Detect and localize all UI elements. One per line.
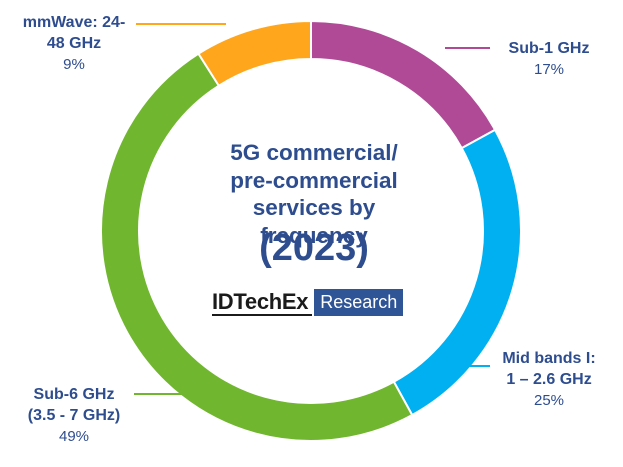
chart-year: (2023) <box>259 227 369 269</box>
chart-title-line2: pre-commercial <box>230 167 398 193</box>
chart-title-line1: 5G commercial/ <box>230 140 398 165</box>
label-mmwave-pct: 9% <box>63 56 85 73</box>
label-sub6: Sub-6 GHz (3.5 - 7 GHz) 49% <box>14 384 134 447</box>
chart-title-line3: services by frequency <box>252 195 376 248</box>
donut-slice-0 <box>310 19 497 150</box>
label-sub6-line2: (3.5 - 7 GHz) <box>27 407 121 424</box>
label-sub1-name: Sub-1 GHz <box>508 40 590 57</box>
label-midbands-line1: Mid bands I: <box>502 350 596 367</box>
label-midbands-line2: 1 – 2.6 GHz <box>506 371 592 388</box>
donut-slice-3 <box>197 19 312 88</box>
label-sub1-pct: 17% <box>533 61 565 78</box>
label-midbands: Mid bands I: 1 – 2.6 GHz 25% <box>492 348 606 411</box>
donut-slice-2 <box>100 52 414 442</box>
chart-title: 5G commercial/ pre-commercial services b… <box>196 139 432 249</box>
label-midbands-pct: 25% <box>533 392 565 409</box>
label-mmwave-line1: mmWave: 24- <box>22 14 126 31</box>
label-sub1: Sub-1 GHz 17% <box>492 38 606 80</box>
label-mmwave-line2: 48 GHz <box>46 35 102 52</box>
label-sub6-pct: 49% <box>58 428 90 445</box>
brand-logo: IDTechEx Research <box>212 289 404 316</box>
brand-tag: Research <box>314 289 404 316</box>
label-mmwave: mmWave: 24- 48 GHz 9% <box>18 12 130 75</box>
brand-name: IDTechEx <box>212 289 313 316</box>
label-sub6-line1: Sub-6 GHz <box>33 386 115 403</box>
